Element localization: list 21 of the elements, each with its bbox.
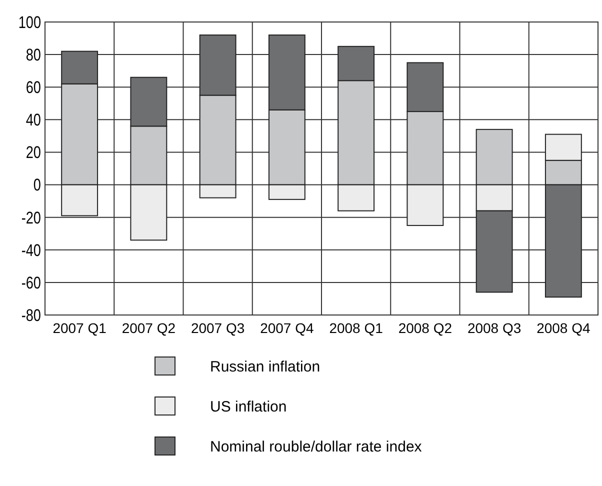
x-tick-label: 2008 Q2 xyxy=(398,320,452,336)
y-tick-label: 20 xyxy=(26,144,41,163)
y-tick-label: -80 xyxy=(21,306,41,326)
x-tick-label: 2008 Q3 xyxy=(467,320,522,336)
legend-label: Nominal rouble/dollar rate index xyxy=(210,438,422,456)
x-tick-label: 2007 Q3 xyxy=(190,320,245,336)
y-tick-label: 40 xyxy=(26,111,41,130)
y-tick-label: 100 xyxy=(18,14,41,32)
y-tick-label: 60 xyxy=(26,78,41,98)
legend-label: Russian inflation xyxy=(210,358,320,376)
x-tick-label: 2008 Q1 xyxy=(329,320,384,336)
x-tick-label: 2007 Q1 xyxy=(52,320,107,336)
y-tick-label: -40 xyxy=(21,241,41,260)
x-tick-label: 2007 Q2 xyxy=(122,320,176,336)
y-tick-label: -60 xyxy=(21,274,41,293)
y-tick-label: -20 xyxy=(21,208,41,228)
y-tick-label: 80 xyxy=(26,46,41,65)
x-tick-label: 2007 Q4 xyxy=(260,320,314,336)
legend-label: US inflation xyxy=(210,398,287,416)
y-tick-label: 0 xyxy=(33,176,41,196)
x-tick-label: 2008 Q4 xyxy=(536,320,590,336)
